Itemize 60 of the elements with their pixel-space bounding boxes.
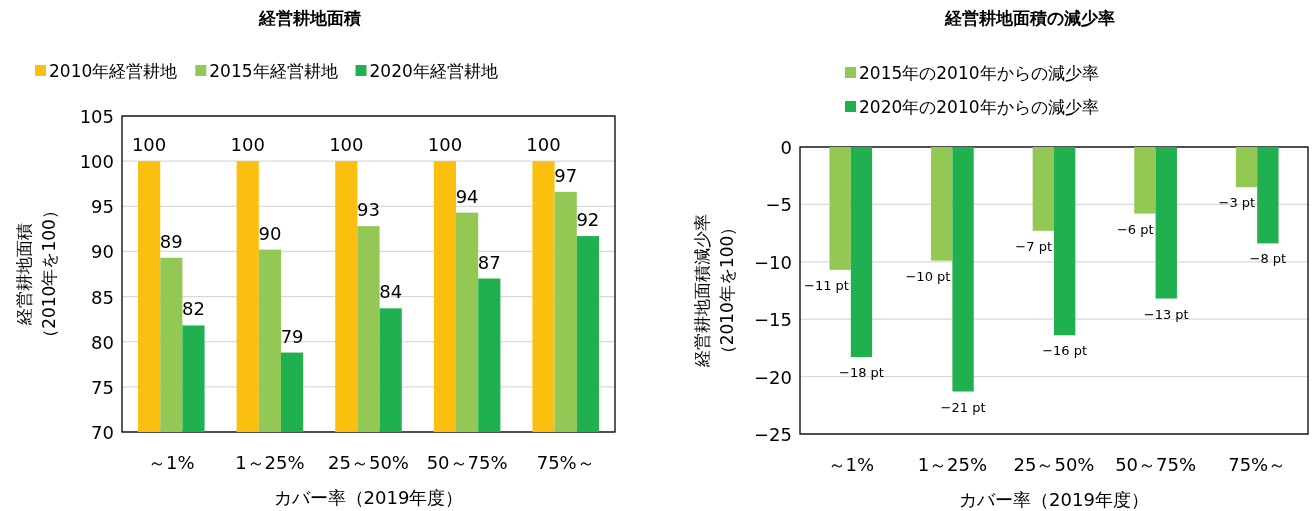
data-label: 92 — [576, 209, 600, 231]
data-label: −21 pt — [940, 399, 986, 415]
x-tick-label: 75%～ — [536, 452, 595, 473]
y-tick-label: −25 — [754, 424, 792, 445]
data-label: −10 pt — [905, 268, 951, 284]
chart-title: 経営耕地面積の減少率 — [944, 8, 1115, 28]
data-label: −16 pt — [1042, 343, 1088, 359]
x-tick-label: 25～50% — [328, 452, 409, 473]
data-label: 90 — [258, 222, 282, 244]
data-label: −11 pt — [804, 277, 849, 293]
y-tick-label: −10 — [754, 251, 792, 273]
data-label: −8 pt — [1249, 251, 1287, 267]
x-tick-label: 75%～ — [1228, 454, 1287, 475]
y-tick-label: 105 — [79, 106, 114, 127]
x-axis-title: カバー率（2019年度） — [273, 487, 464, 508]
y-tick-label: 95 — [91, 196, 114, 218]
data-label: 94 — [455, 185, 479, 207]
x-tick-label: 50～75% — [1115, 454, 1197, 475]
data-label: −7 pt — [1015, 238, 1052, 254]
y-tick-label: 0 — [780, 137, 792, 158]
data-label: 100 — [526, 134, 561, 156]
data-label: 100 — [427, 134, 463, 156]
x-tick-label: 1～25% — [235, 452, 305, 473]
data-label: 97 — [554, 164, 578, 186]
data-label: 87 — [477, 251, 501, 273]
x-axis-title: カバー率（2019年度） — [959, 489, 1149, 510]
data-label: 84 — [379, 281, 403, 303]
y-axis-title: 経営耕地面積減少率（2010年を100） — [692, 214, 737, 368]
y-tick-label: −20 — [754, 366, 792, 388]
y-tick-label: 100 — [79, 151, 114, 173]
data-label: 89 — [159, 230, 183, 252]
y-tick-label: 90 — [91, 241, 114, 263]
chart-title: 経営耕地面積 — [258, 8, 361, 28]
y-tick-label: 70 — [91, 422, 114, 443]
x-tick-label: 25～50% — [1013, 454, 1095, 475]
y-tick-label: −5 — [765, 194, 792, 216]
y-tick-label: −15 — [754, 309, 792, 331]
data-label: 93 — [357, 199, 380, 221]
y-tick-label: 75 — [91, 376, 114, 398]
x-tick-label: ～1% — [148, 452, 195, 473]
data-label: 82 — [182, 298, 205, 320]
legend-label: 2010年経営耕地 — [49, 61, 178, 81]
legend-label: 2020年経営耕地 — [369, 61, 498, 81]
data-label: −13 pt — [1143, 306, 1189, 322]
data-label: −18 pt — [839, 365, 884, 381]
legend-label: 2015年経営耕地 — [209, 61, 338, 81]
data-label: −3 pt — [1218, 195, 1256, 211]
y-tick-label: 85 — [91, 286, 114, 308]
data-label: 100 — [329, 134, 364, 156]
x-tick-label: 50～75% — [426, 452, 508, 473]
data-label: 79 — [280, 325, 304, 347]
legend-label: 2015年の2010年からの減少率 — [859, 63, 1099, 83]
legend-label: 2020年の2010年からの減少率 — [859, 97, 1099, 117]
y-tick-label: 80 — [91, 331, 114, 353]
data-label: 100 — [131, 134, 167, 156]
x-tick-label: ～1% — [827, 454, 875, 475]
data-label: −6 pt — [1116, 221, 1154, 237]
x-tick-label: 1～25% — [917, 454, 988, 475]
data-label: 100 — [230, 134, 265, 156]
y-axis-title: 経営耕地面積（2010年を100） — [14, 202, 59, 346]
